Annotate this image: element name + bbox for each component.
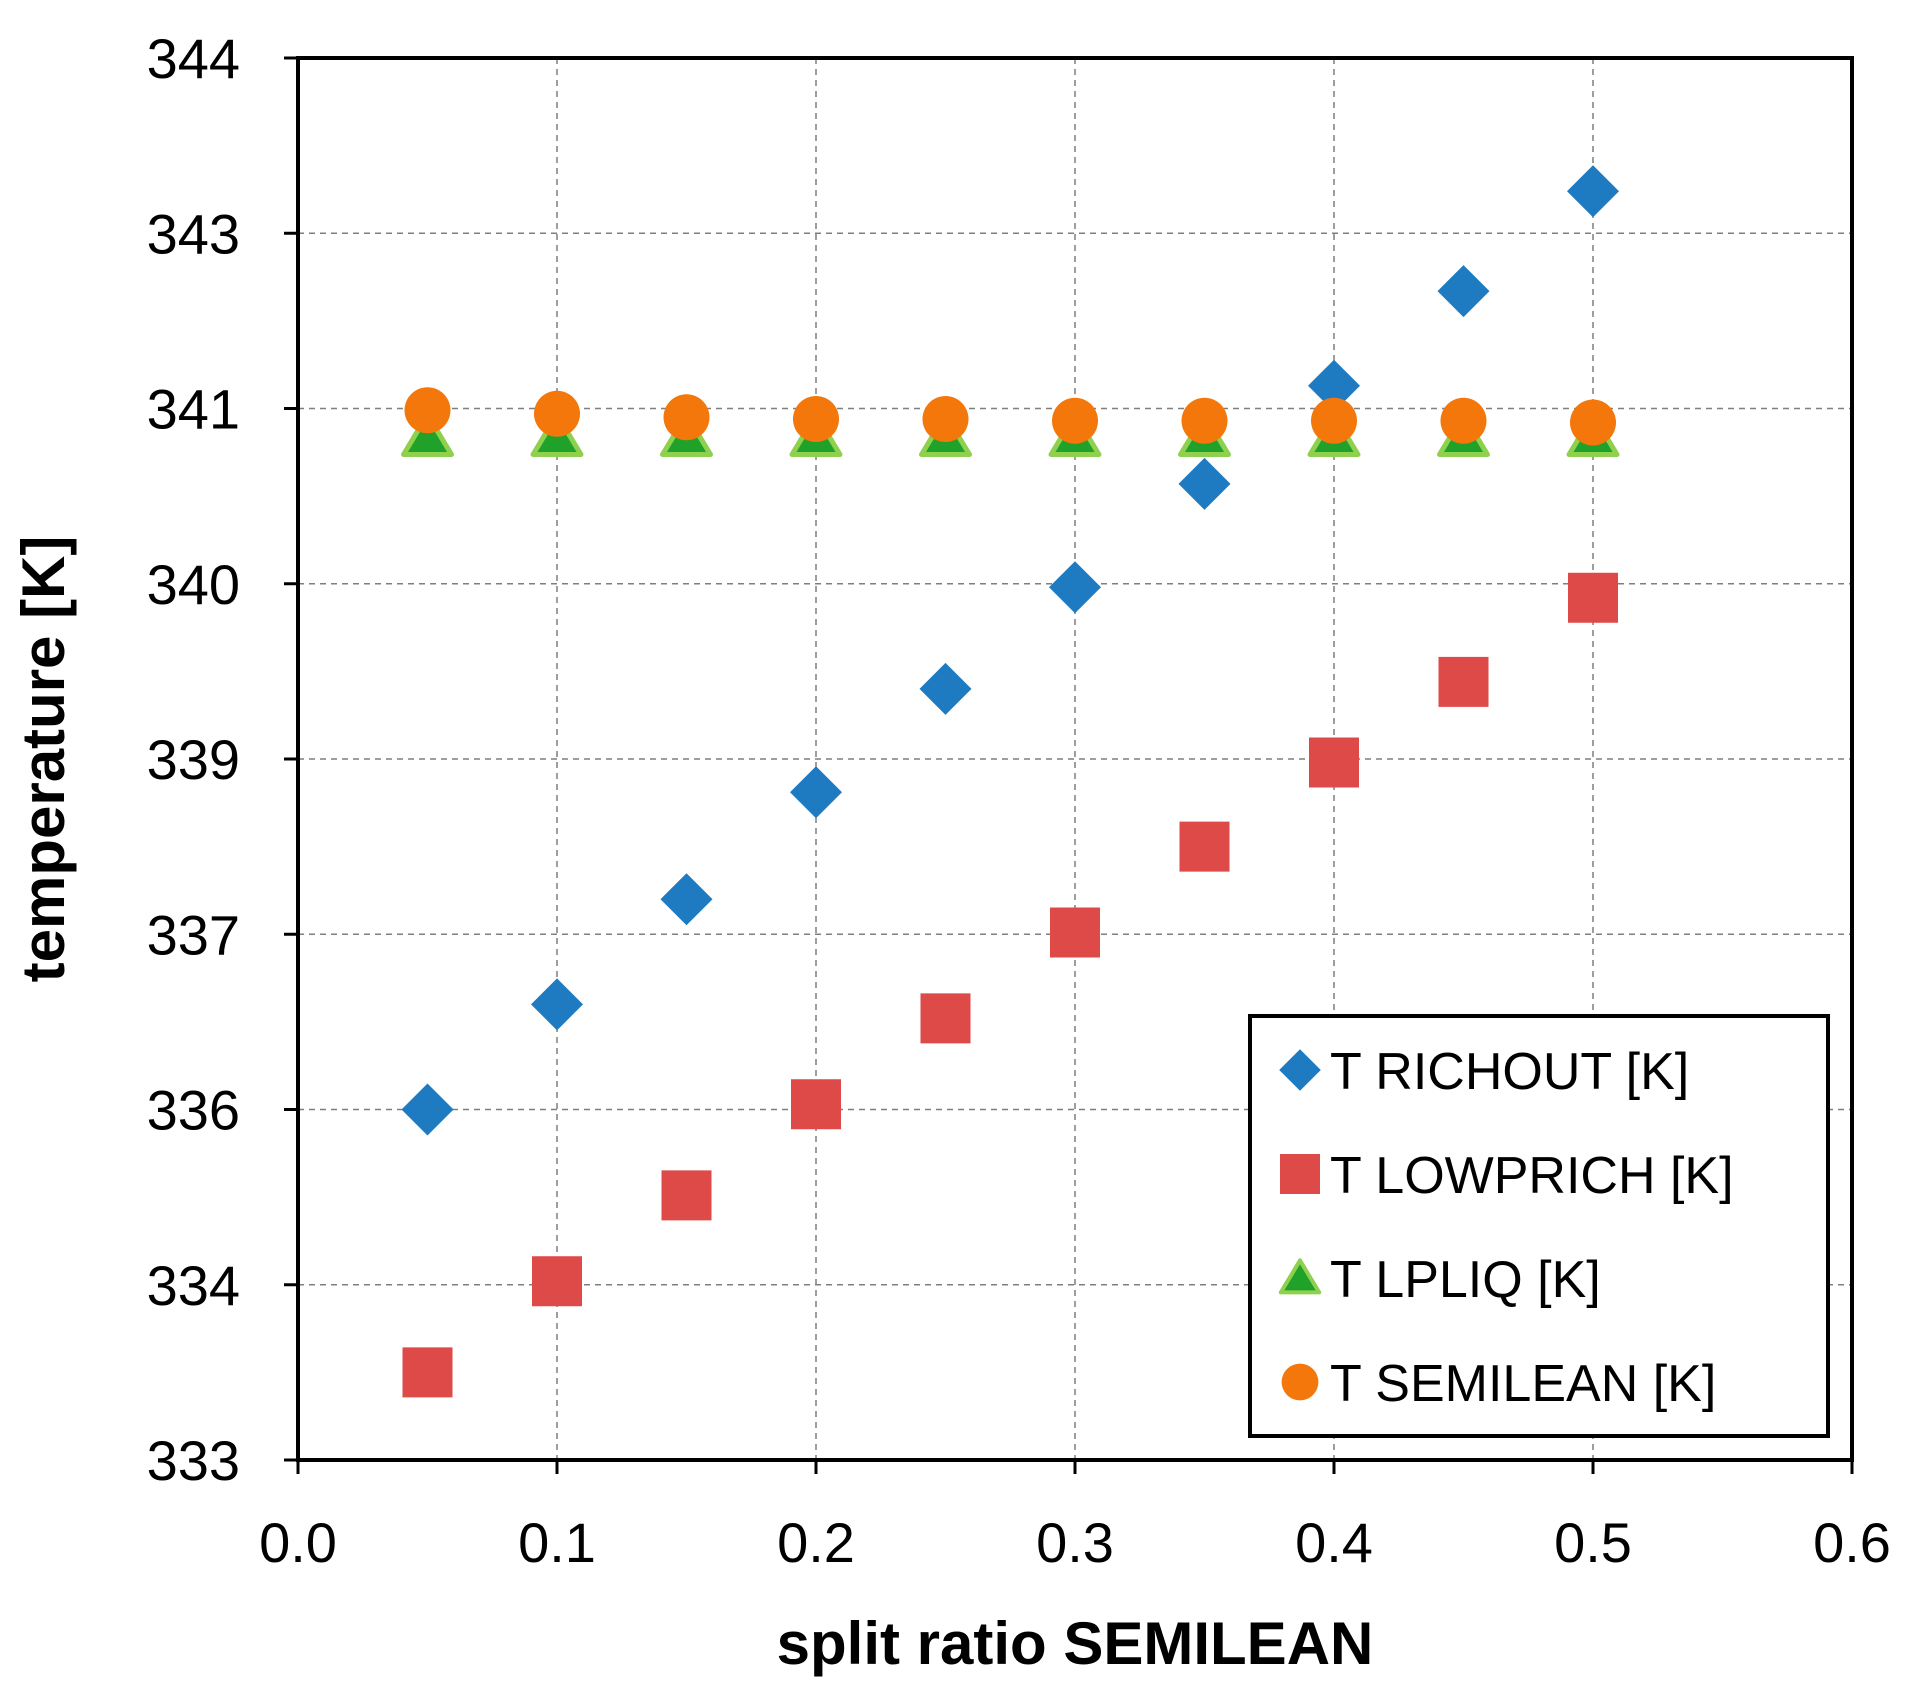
y-tick-label: 336 xyxy=(147,1079,240,1142)
legend-label: T LOWPRICH [K] xyxy=(1330,1147,1734,1205)
legend-entry: T LPLIQ [K] xyxy=(1278,1251,1601,1309)
data-point-triangle xyxy=(401,412,454,458)
data-point-circle xyxy=(793,396,839,443)
x-tick-label: 0.5 xyxy=(1554,1511,1632,1574)
x-tick-label: 0.3 xyxy=(1036,1511,1114,1574)
legend-entry: T RICHOUT [K] xyxy=(1279,1043,1689,1101)
data-point-circle xyxy=(1052,397,1098,444)
data-point-square xyxy=(1438,656,1489,707)
data-point-diamond xyxy=(401,1083,454,1136)
legend-marker-square xyxy=(1280,1154,1320,1194)
data-point-diamond xyxy=(790,766,842,819)
y-axis-title: temperature [K] xyxy=(10,536,77,983)
legend: T RICHOUT [K] T LOWPRICH [K] T LPLIQ [K] T … xyxy=(1248,1014,1830,1438)
data-point-diamond xyxy=(1308,359,1360,412)
data-point-square xyxy=(402,1347,453,1398)
x-tick-label: 0.6 xyxy=(1813,1511,1891,1574)
legend-label: T RICHOUT [K] xyxy=(1330,1043,1689,1101)
data-point-diamond xyxy=(919,662,972,715)
data-point-square xyxy=(661,1170,712,1221)
data-point-circle xyxy=(663,394,710,441)
y-tick-label: 344 xyxy=(147,27,240,90)
legend-entry: T SEMILEAN [K] xyxy=(1281,1355,1716,1413)
y-tick-label: 339 xyxy=(147,728,240,791)
y-tick-label: 334 xyxy=(147,1254,240,1317)
series-circle-markers xyxy=(404,387,1616,446)
data-point-circle xyxy=(1311,397,1357,444)
data-point-square xyxy=(791,1079,841,1130)
data-point-circle xyxy=(1570,399,1616,446)
data-point-circle xyxy=(1440,397,1487,444)
y-tick-label: 343 xyxy=(147,202,240,265)
data-point-square xyxy=(1568,572,1618,623)
x-tick-label: 0.2 xyxy=(777,1511,855,1574)
legend-marker-circle xyxy=(1281,1363,1319,1401)
series-square-markers xyxy=(402,572,1618,1398)
data-point-square xyxy=(1050,907,1100,958)
data-point-diamond xyxy=(1049,561,1101,614)
legend-box xyxy=(1248,1014,1830,1438)
plot-area-border xyxy=(296,56,1854,1462)
y-tick-label: 333 xyxy=(147,1429,240,1492)
series-diamond-markers xyxy=(401,165,1619,1136)
axis-tick-labels: 0.0 0.1 0.2 0.3 0.4 0.5 0.6 333 334 336 337 339 340 3… xyxy=(147,27,1891,1574)
x-tick-label: 0.1 xyxy=(518,1511,596,1574)
y-tick-label: 341 xyxy=(147,378,240,441)
data-point-circle xyxy=(1181,397,1228,444)
legend-entry: T LOWPRICH [K] xyxy=(1280,1147,1734,1205)
data-point-square xyxy=(920,993,971,1044)
data-point-square xyxy=(1309,737,1359,788)
legend-marker-triangle xyxy=(1278,1258,1322,1295)
data-point-diamond xyxy=(1178,457,1231,510)
x-axis-title: split ratio SEMILEAN xyxy=(777,1610,1374,1677)
x-tick-label: 0.4 xyxy=(1295,1511,1373,1574)
axis-ticks xyxy=(284,56,1854,1474)
legend-label: T LPLIQ [K] xyxy=(1330,1251,1601,1309)
data-markers xyxy=(401,165,1620,1398)
legend-label: T SEMILEAN [K] xyxy=(1330,1355,1716,1413)
data-point-square xyxy=(1179,821,1230,872)
data-point-diamond xyxy=(660,873,713,926)
data-point-circle xyxy=(404,387,451,434)
y-tick-label: 340 xyxy=(147,553,240,616)
data-point-diamond xyxy=(1567,165,1619,218)
data-point-diamond xyxy=(531,978,583,1031)
legend-marker-diamond xyxy=(1279,1049,1321,1091)
x-tick-label: 0.0 xyxy=(259,1511,337,1574)
y-tick-label: 337 xyxy=(147,903,240,966)
data-point-diamond xyxy=(1437,265,1490,318)
data-point-circle xyxy=(534,390,580,437)
data-point-circle xyxy=(922,396,969,443)
data-point-square xyxy=(532,1256,582,1307)
